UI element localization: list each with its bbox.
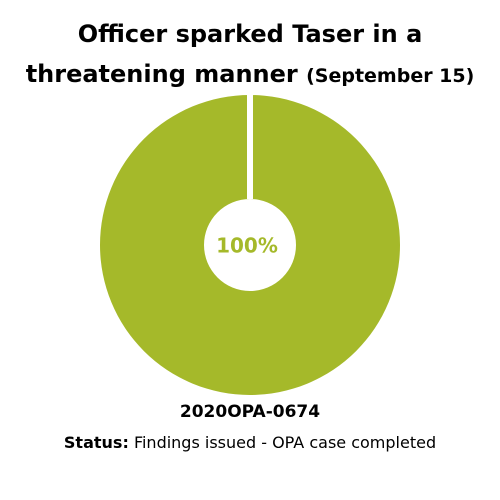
chart-title: Officer sparked Taser in a threatening m… (25, 20, 423, 88)
title-block: Officer sparked Taser in a threatening m… (5, 14, 495, 96)
status-label: Status: (63, 433, 129, 452)
chart-subtitle: (September 15) (306, 65, 475, 87)
value-label: 100% (216, 234, 278, 258)
case-number: 2020OPA-0674 (179, 402, 321, 422)
status-line: Status: Findings issued - OPA case compl… (0, 433, 500, 452)
slice (100, 95, 400, 395)
status: Findings issued - OPA case completed (133, 433, 437, 452)
